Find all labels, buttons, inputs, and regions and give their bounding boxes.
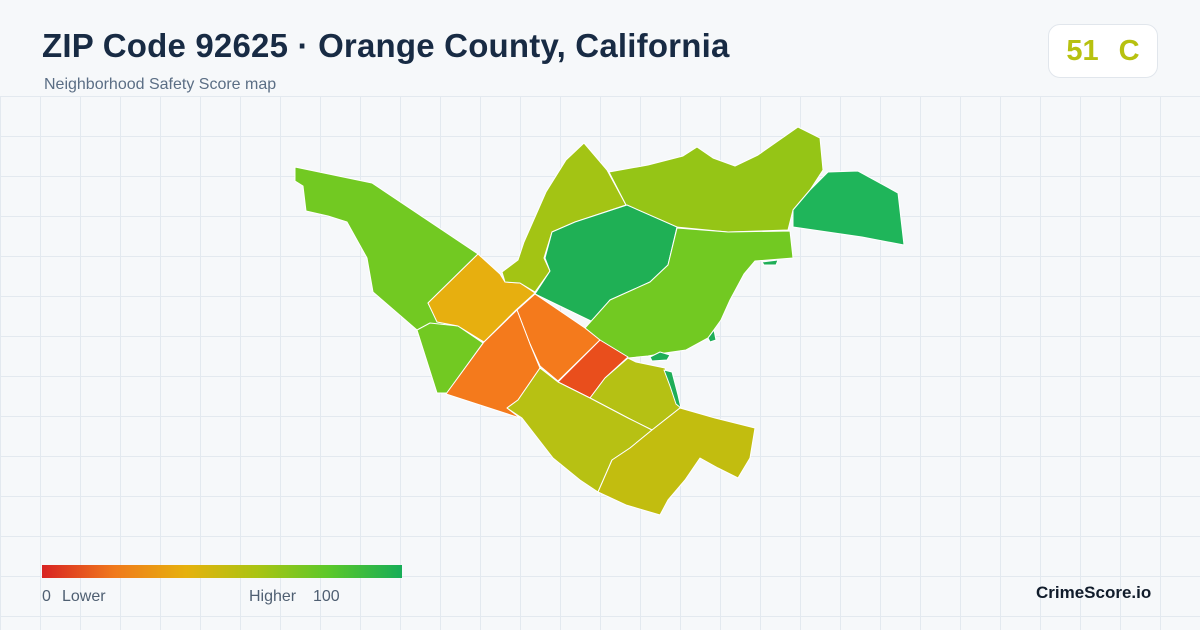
legend-color-scale <box>42 565 402 578</box>
page-title: ZIP Code 92625 · Orange County, Californ… <box>42 27 730 64</box>
legend-min-value: 0 <box>42 588 51 605</box>
region-northeast[interactable] <box>792 170 905 246</box>
region-southeast[interactable] <box>597 407 756 516</box>
region-east-sliver-1[interactable] <box>649 351 671 362</box>
brand-logo-text[interactable]: CrimeScore.io <box>1036 583 1152 602</box>
region-east-sliver-4[interactable] <box>761 259 779 266</box>
legend-max-value: 100 <box>313 588 340 605</box>
safety-score-grade: C <box>1118 34 1140 67</box>
page-subtitle: Neighborhood Safety Score map <box>44 76 277 93</box>
region-east-sliver-3[interactable] <box>707 329 717 343</box>
region-east-sliver-2[interactable] <box>663 369 682 409</box>
legend-high-label: Higher <box>249 588 297 605</box>
legend-low-label: Lower <box>62 588 106 605</box>
region-east-center[interactable] <box>584 227 794 359</box>
region-west-center[interactable] <box>427 253 536 343</box>
safety-score-badge: 51 C <box>1048 24 1158 78</box>
safety-score-value: 51 <box>1066 34 1099 67</box>
